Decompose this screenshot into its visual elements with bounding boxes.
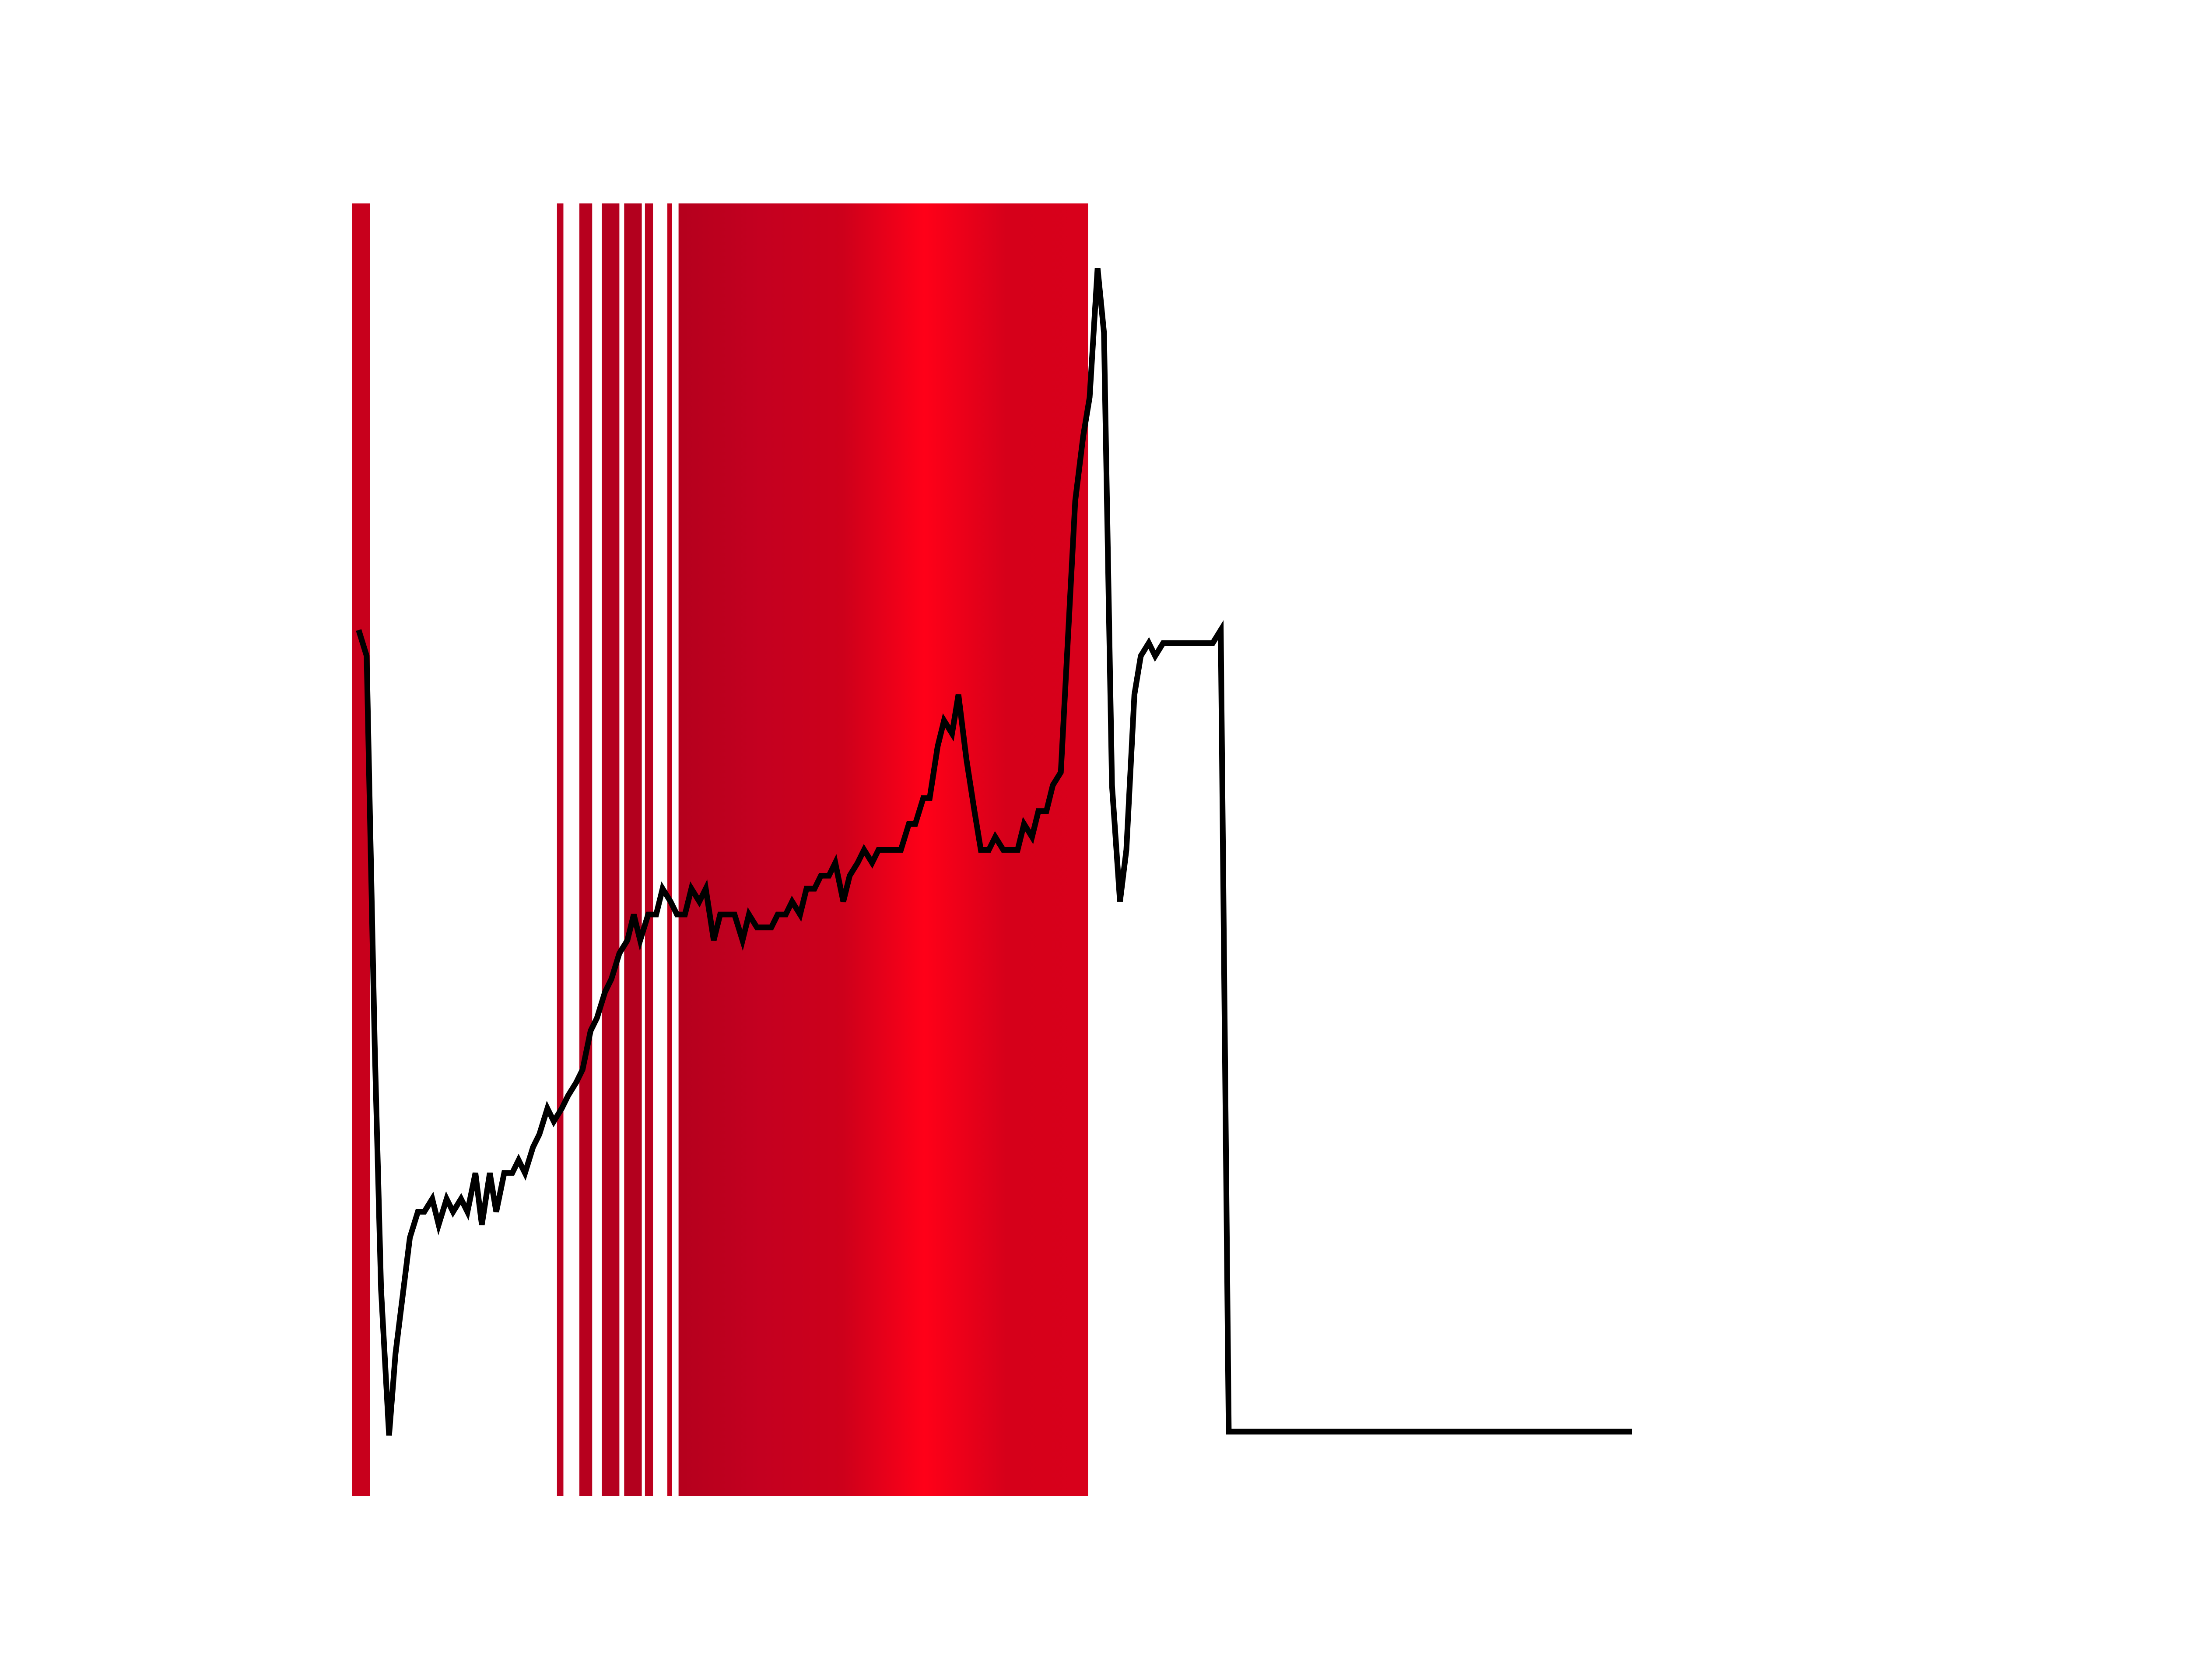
series-layer [356, 268, 1632, 1436]
background-band-1 [557, 203, 564, 1496]
series-line-0 [356, 268, 1632, 1436]
background-band-2 [579, 203, 593, 1496]
background-band-0 [352, 203, 370, 1496]
background-band-5 [645, 203, 653, 1496]
background-band-3 [602, 203, 620, 1496]
background-band-4 [624, 203, 642, 1496]
background-bands [352, 203, 1088, 1496]
background-band-6 [667, 203, 672, 1496]
